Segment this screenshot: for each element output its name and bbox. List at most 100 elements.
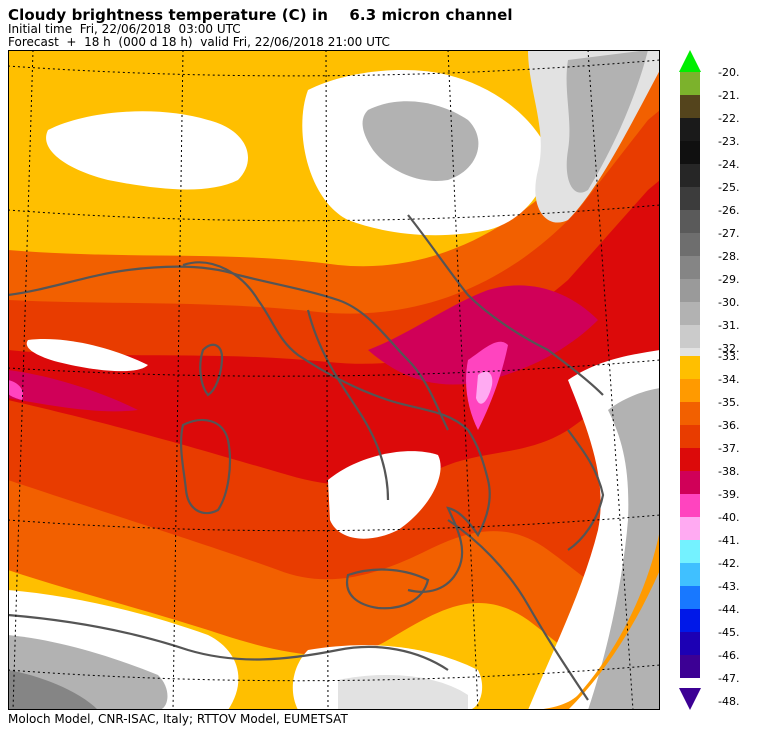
parallel-4	[8, 514, 660, 532]
clear-northwest	[46, 111, 249, 190]
legend-swatch	[680, 187, 700, 210]
legend-swatch	[680, 586, 700, 609]
map-title: Cloudy brightness temperature (C) in 6.3…	[8, 6, 513, 24]
legend-swatch	[680, 563, 700, 586]
italy-coastline	[182, 261, 491, 593]
legend-tick-label: -27.	[718, 227, 740, 240]
africa-coastline	[8, 613, 449, 671]
forecast-validity: Forecast + 18 h (000 d 18 h) valid Fri, …	[8, 35, 390, 49]
greece-coastline	[567, 429, 605, 551]
meridian-2	[172, 50, 184, 710]
parallel-5	[8, 664, 660, 682]
meridian-3	[325, 50, 329, 710]
clear-west-streak	[26, 339, 148, 372]
legend-swatch	[680, 302, 700, 325]
legend-tick-label: -41.	[718, 534, 740, 547]
legend-swatch	[680, 72, 700, 95]
legend-tick-label: -21.	[718, 89, 740, 102]
legend-tick-label: -24.	[718, 158, 740, 171]
central-border	[306, 309, 390, 501]
northern-border	[8, 265, 449, 431]
legend-swatch	[680, 632, 700, 655]
legend-swatch	[680, 425, 700, 448]
sardinia-outline	[180, 418, 232, 515]
legend-tick-label: -45.	[718, 626, 740, 639]
legend-tick-label: -38.	[718, 465, 740, 478]
gray-southeast	[588, 388, 660, 710]
legend-swatch	[680, 164, 700, 187]
legend-swatch	[680, 118, 700, 141]
initial-time: Initial time Fri, 22/06/2018 03:00 UTC	[8, 22, 241, 36]
legend-tick-label: -23.	[718, 135, 740, 148]
balkan-coastline	[407, 214, 604, 396]
parallel-2	[8, 204, 660, 222]
legend-arrow-down	[679, 688, 701, 710]
legend-tick-label: -31.	[718, 319, 740, 332]
legend-tick-label: -47.	[718, 672, 740, 685]
legend-tick-label: -30.	[718, 296, 740, 309]
legend-swatch	[680, 325, 700, 348]
legend-tick-label: -37.	[718, 442, 740, 455]
legend-tick-label: -40.	[718, 511, 740, 524]
legend-swatch	[680, 279, 700, 302]
legend-tick-label: -34.	[718, 373, 740, 386]
gray-north-center	[362, 101, 479, 181]
legend-tick-label: -33.	[718, 350, 740, 363]
legend-swatch	[680, 379, 700, 402]
gray-northeast	[566, 50, 648, 193]
meridian-1	[12, 50, 34, 710]
red-orange-band	[8, 110, 660, 610]
legend-tick-label: -26.	[718, 204, 740, 217]
magenta-west	[8, 380, 24, 400]
legend-swatch	[680, 356, 700, 379]
red-core-band	[8, 180, 660, 486]
legend-swatch	[680, 448, 700, 471]
legend-swatch	[680, 141, 700, 164]
gray-south	[338, 675, 468, 710]
color-legend: -20. -21. -22. -23. -24. -25. -26. -27. -28. -29.…	[678, 0, 760, 731]
legend-tick-label: -44.	[718, 603, 740, 616]
coastlines	[8, 214, 605, 701]
darkgray-southwest	[8, 670, 98, 710]
legend-swatch	[680, 494, 700, 517]
legend-tick-label: -25.	[718, 181, 740, 194]
legend-swatch	[680, 210, 700, 233]
legend-tick-label: -35.	[718, 396, 740, 409]
legend-swatch	[680, 517, 700, 540]
corsica-outline	[199, 343, 224, 397]
brightness-temperature-map	[8, 50, 660, 710]
legend-swatch	[680, 95, 700, 118]
crimson-west	[8, 370, 138, 412]
meridian-5	[587, 50, 634, 710]
legend-arrow-up	[679, 50, 701, 72]
legend-tick-label: -32.	[718, 342, 740, 355]
legend-swatch	[680, 256, 700, 279]
model-credit: Moloch Model, CNR-ISAC, Italy; RTTOV Mod…	[8, 712, 348, 726]
southern-border	[447, 519, 589, 701]
sicily-outline	[345, 568, 430, 610]
clear-south-center	[328, 451, 441, 539]
crimson-core	[368, 285, 598, 385]
legend-swatch	[680, 402, 700, 425]
legend-tick-label: -29.	[718, 273, 740, 286]
meridian-4	[447, 50, 479, 710]
legend-tick-label: -43.	[718, 580, 740, 593]
legend-tick-label: -22.	[718, 112, 740, 125]
legend-tick-label: -39.	[718, 488, 740, 501]
legend-swatch	[680, 655, 700, 678]
legend-tick-label: -48.	[718, 695, 740, 708]
legend-tick-label: -20.	[718, 66, 740, 79]
parallel-1	[8, 59, 660, 77]
orange-southeast-streak	[528, 530, 660, 710]
legend-swatch	[680, 540, 700, 563]
legend-tick-label: -36.	[718, 419, 740, 432]
pink-spot	[476, 371, 493, 404]
legend-swatch	[680, 609, 700, 632]
legend-tick-label: -28.	[718, 250, 740, 263]
parallel-3	[8, 359, 660, 377]
legend-swatch	[680, 471, 700, 494]
legend-tick-label: -46.	[718, 649, 740, 662]
legend-swatch	[680, 233, 700, 256]
legend-tick-label: -42.	[718, 557, 740, 570]
graticule	[8, 50, 660, 710]
